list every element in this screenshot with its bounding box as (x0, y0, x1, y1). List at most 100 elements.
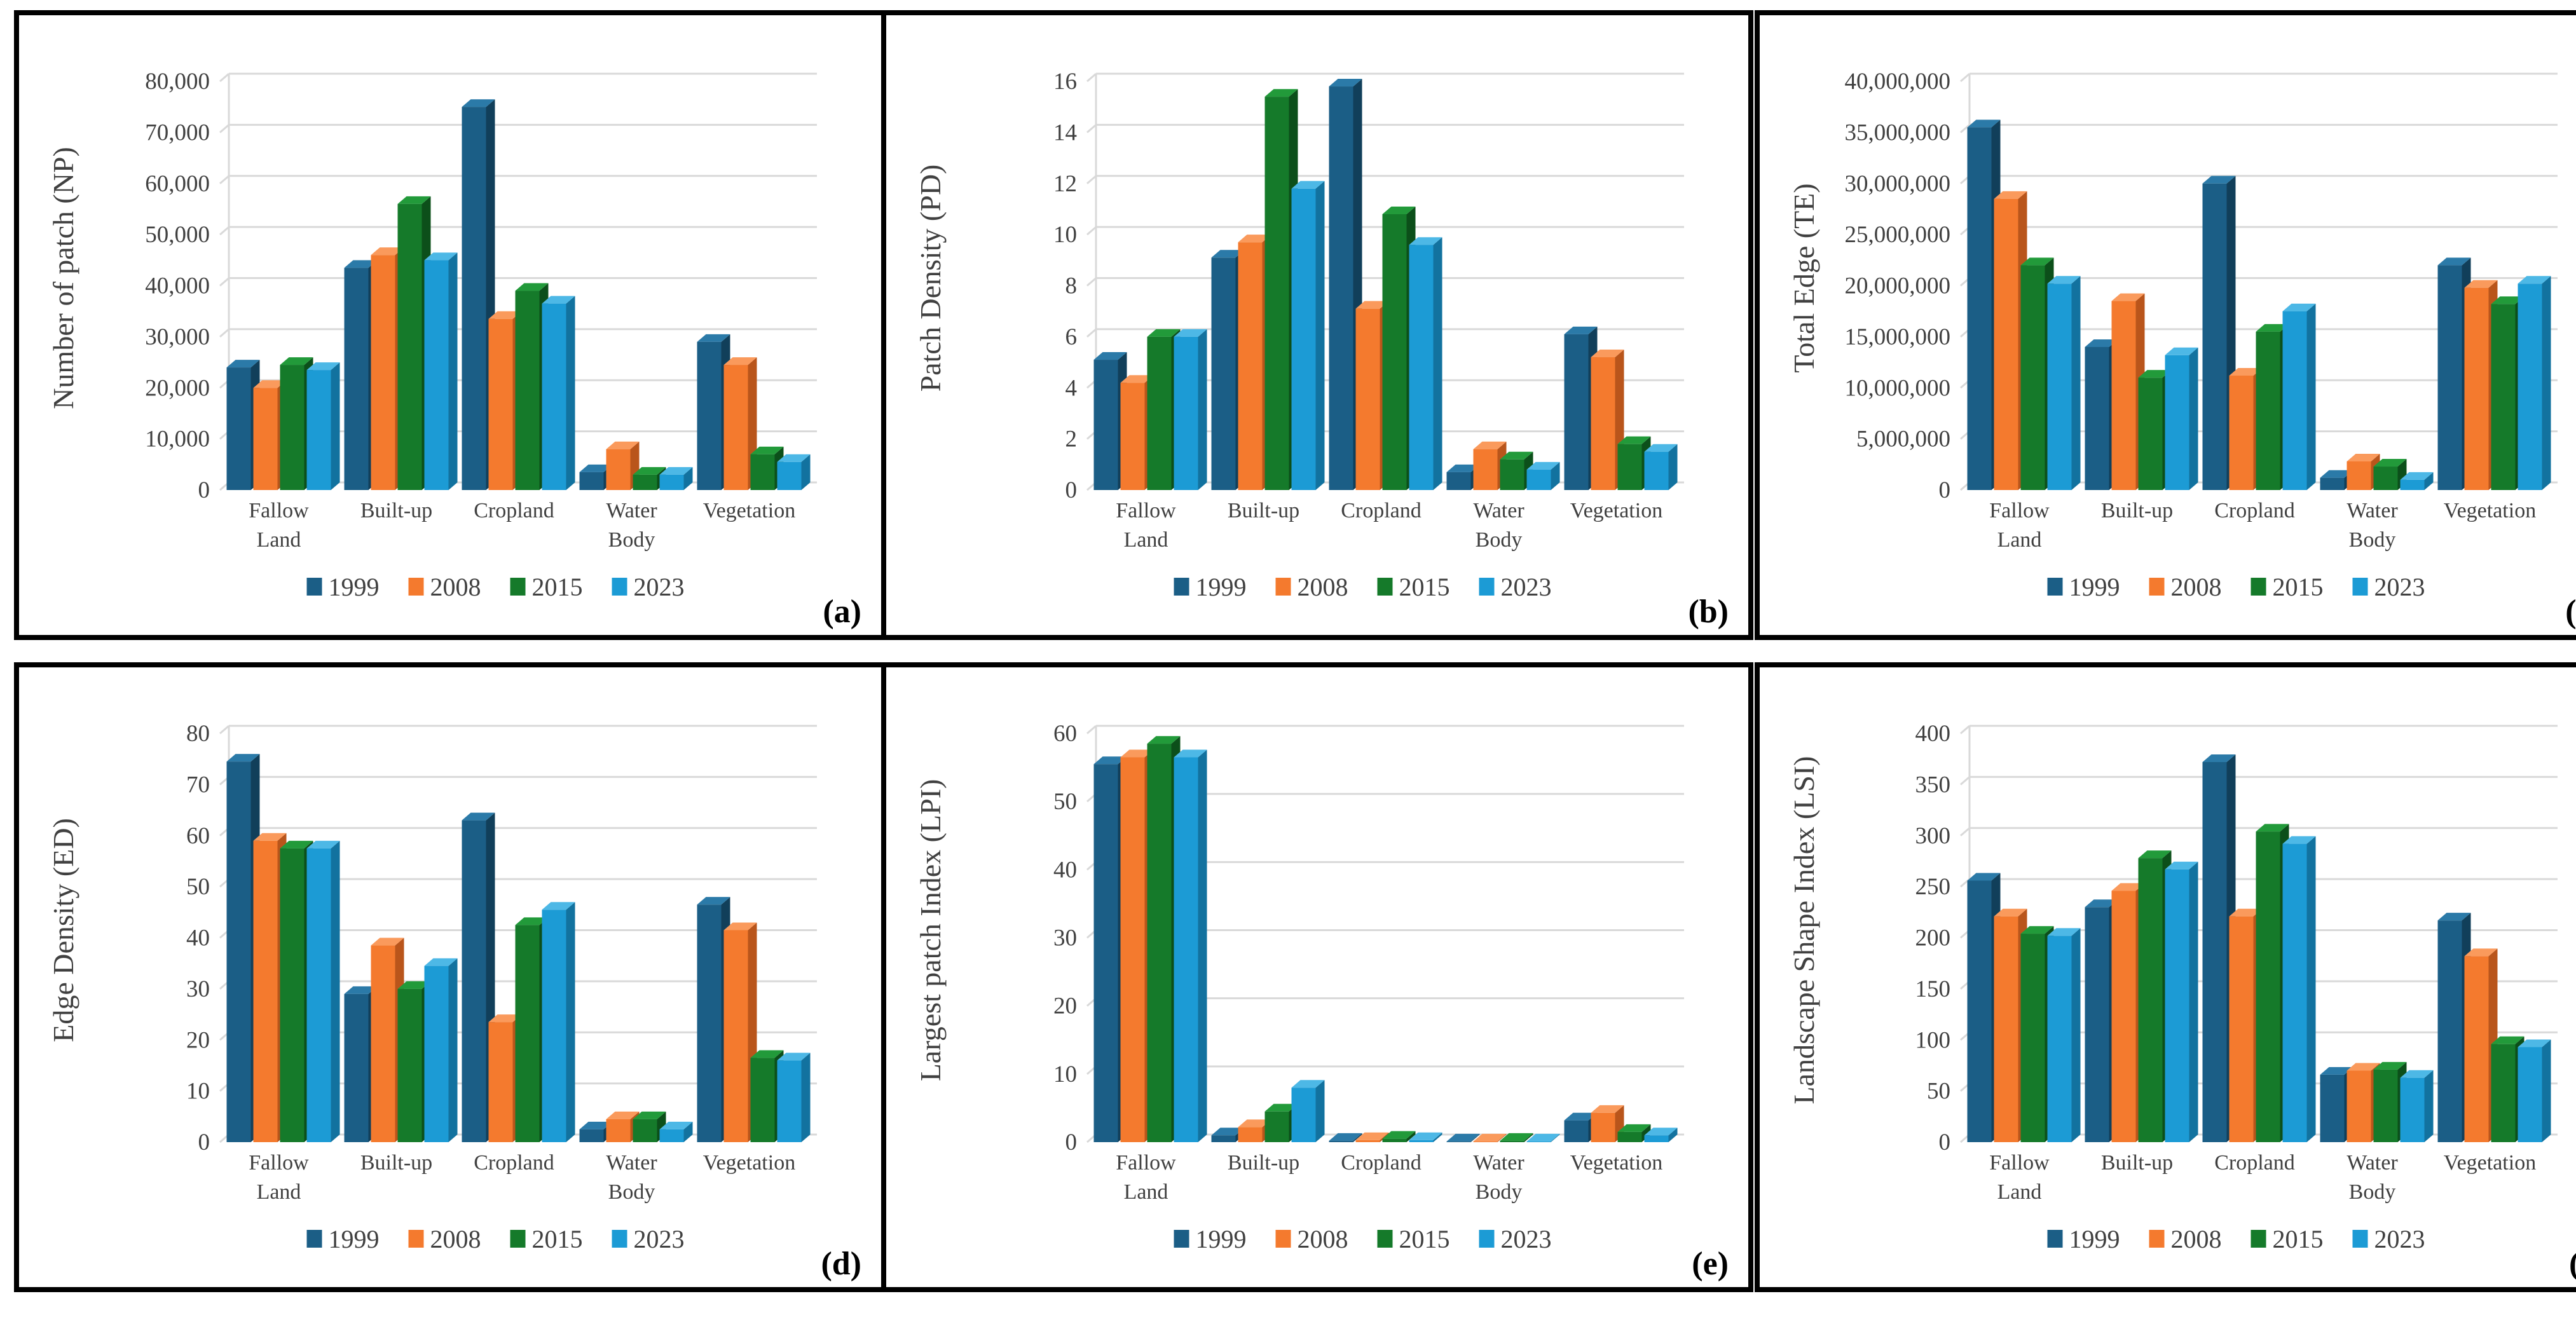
gridline-depth (1960, 124, 1970, 133)
bar-top (542, 296, 575, 304)
category-label-line: Land (1997, 528, 2042, 552)
category-label-line: Fallow (249, 499, 309, 522)
bar-front (371, 945, 395, 1142)
bar-top (1238, 235, 1271, 243)
bar-front (1382, 1138, 1407, 1142)
bar-top (424, 252, 458, 261)
bar-front (1291, 1087, 1316, 1142)
bar-front (1355, 1140, 1380, 1142)
legend-swatch-1999 (1174, 1230, 1189, 1248)
bar-cropland-2023 (542, 296, 575, 490)
bar-front (2400, 479, 2425, 490)
bar-top (253, 833, 287, 841)
bar-top (1644, 1128, 1678, 1136)
bar-front (424, 965, 449, 1142)
legend-swatch-1999 (306, 1230, 322, 1248)
bar-top (750, 1050, 784, 1058)
legend-swatch-2023 (1479, 578, 1495, 596)
y-axis-label: Largest patch Index (LPI) (914, 779, 947, 1082)
bar-vegetation-1999 (2437, 257, 2471, 490)
legend-label-2015: 2015 (1399, 573, 1450, 601)
gridline-depth (219, 72, 230, 83)
legend-item-1999: 1999 (2047, 1225, 2120, 1253)
bar-front (606, 449, 631, 490)
bar-top (1526, 1133, 1560, 1142)
bar-top (2491, 1036, 2525, 1044)
bar-front (1617, 444, 1642, 490)
legend-label-2015: 2015 (1399, 1225, 1450, 1253)
bar-side (2306, 303, 2316, 490)
bar-front (1644, 1135, 1669, 1142)
bar-front (2518, 283, 2542, 490)
bar-top (2202, 175, 2236, 184)
legend-label-2008: 2008 (1298, 1225, 1348, 1253)
legend-swatch-2023 (2352, 578, 2368, 596)
bar-top (371, 937, 404, 946)
bar-top (488, 311, 522, 319)
bar-top (462, 812, 495, 821)
legend-item-2015: 2015 (2251, 1225, 2324, 1253)
bar-front (488, 1022, 513, 1142)
chart-b: 0 2 4 6 8 10 12 14 16 Patch Density (PD) Fallow Lan… (914, 69, 1729, 630)
bar-front (1994, 916, 2018, 1142)
legend-item-2023: 2023 (1479, 1225, 1552, 1253)
category-label-cropland: Cropland (1341, 1151, 1422, 1175)
y-tick-label: 60 (1053, 721, 1077, 747)
bar-front (1120, 757, 1145, 1142)
bar-top (306, 840, 340, 849)
bar-vegetation-2023 (2518, 276, 2551, 490)
bar-top (2085, 339, 2118, 347)
legend-swatch-1999 (1174, 578, 1189, 596)
bar-top (542, 902, 575, 910)
bar-top (1446, 1133, 1480, 1142)
bar-top (1174, 329, 1207, 337)
category-label-line: Water (1473, 499, 1524, 522)
chart-panel-a: 0 10,000 20,000 30,000 40,000 50,000 60,000 70,… (14, 10, 886, 640)
category-label-line: Cropland (2214, 1151, 2295, 1175)
bar-front (1355, 308, 1380, 490)
bar-front (777, 1060, 802, 1142)
bar-top (2202, 754, 2236, 763)
y-tick-label: 10 (1053, 1061, 1077, 1087)
bar-side (1668, 444, 1678, 490)
gridline-depth (1086, 277, 1097, 287)
panel-tag: (a) (823, 594, 861, 630)
bar-top (2491, 296, 2525, 304)
bar-top (462, 99, 495, 107)
category-label-fallow-land: Fallow Land (249, 1151, 309, 1204)
bar-front (659, 474, 684, 490)
category-label-fallow-land: Fallow Land (1989, 1151, 2050, 1204)
bar-front (2202, 762, 2227, 1142)
chart-f: 0 50 100 150 200 250 300 350 400 Landscape Shape … (1788, 721, 2576, 1282)
bar-top (2111, 293, 2145, 301)
bar-side (566, 902, 575, 1142)
bar-water-body-2008 (1473, 1133, 1507, 1142)
y-tick-label: 80,000 (145, 69, 210, 95)
bar-front (2346, 461, 2371, 490)
bar-top (1238, 1119, 1271, 1128)
bar-front (253, 388, 278, 490)
category-label-cropland: Cropland (474, 1151, 554, 1175)
y-tick-label: 10,000 (145, 426, 210, 453)
gridline-depth (219, 277, 230, 287)
bar-top (723, 922, 757, 931)
bar-side (1315, 1080, 1325, 1142)
bar-side (1524, 1133, 1533, 1142)
legend-item-2015: 2015 (1377, 573, 1450, 601)
bar-water-body-1999 (1446, 1133, 1480, 1142)
bar-front (2256, 831, 2280, 1142)
bar-top (488, 1014, 522, 1023)
bar-top (2400, 472, 2434, 480)
legend-item-2015: 2015 (510, 1225, 583, 1253)
bar-top (1211, 250, 1245, 258)
bar-top (2020, 926, 2054, 934)
bar-side (331, 362, 340, 490)
bar-front (2085, 346, 2109, 490)
bar-cropland-2023 (542, 902, 575, 1142)
bar-front (579, 472, 604, 490)
bar-top (2282, 303, 2316, 311)
category-label-line: Body (1476, 1180, 1523, 1204)
bar-vegetation-2023 (777, 454, 811, 490)
category-label-line: Built-up (2101, 499, 2173, 522)
bar-top (1500, 451, 1533, 460)
